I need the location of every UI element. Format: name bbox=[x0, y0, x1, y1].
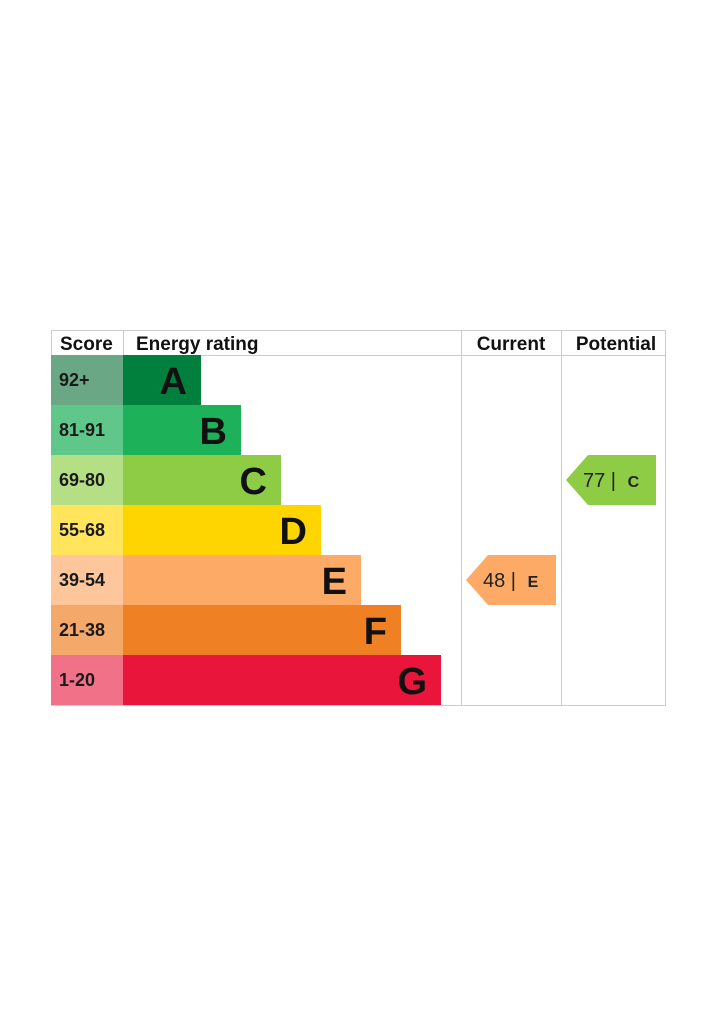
rating-letter: B bbox=[200, 411, 227, 453]
rating-bar bbox=[123, 405, 241, 455]
band-e: 39-54 E bbox=[51, 555, 361, 605]
score-column-header: Score bbox=[60, 334, 113, 355]
rating-bar bbox=[123, 455, 281, 505]
rating-bands: 92+ A 81-91 B 69-80 C 55-68 D 39-54 E 21-38 F 1-20 G bbox=[51, 355, 441, 705]
rating-bar bbox=[123, 655, 441, 705]
score-cell bbox=[51, 455, 123, 505]
score-label: 21-38 bbox=[59, 620, 105, 640]
potential-column-header: Potential bbox=[576, 334, 656, 355]
current-column-header: Current bbox=[477, 334, 546, 355]
rating-indicators: 48 | E 77 | C bbox=[466, 455, 656, 605]
current-rating-letter: E bbox=[528, 574, 539, 591]
score-cell bbox=[51, 655, 123, 705]
score-cell bbox=[51, 355, 123, 405]
potential-rating-letter: C bbox=[628, 474, 640, 491]
rating-letter: E bbox=[322, 561, 347, 603]
rating-bar bbox=[123, 555, 361, 605]
rating-letter: C bbox=[240, 461, 267, 503]
score-label: 92+ bbox=[59, 370, 90, 390]
score-label: 55-68 bbox=[59, 520, 105, 540]
score-cell bbox=[51, 505, 123, 555]
rating-letter: G bbox=[397, 661, 427, 703]
score-cell bbox=[51, 555, 123, 605]
band-d: 55-68 D bbox=[51, 505, 321, 555]
rating-letter: F bbox=[364, 611, 387, 653]
band-g: 1-20 G bbox=[51, 655, 441, 705]
rating-column-header: Energy rating bbox=[136, 334, 258, 355]
current-rating-arrow bbox=[466, 555, 556, 605]
band-b: 81-91 B bbox=[51, 405, 241, 455]
score-label: 69-80 bbox=[59, 470, 105, 490]
score-cell bbox=[51, 605, 123, 655]
score-label: 39-54 bbox=[59, 570, 105, 590]
current-rating: 48 | E bbox=[466, 555, 556, 605]
current-rating-value: 48 | bbox=[483, 570, 522, 592]
rating-letter: A bbox=[160, 361, 187, 403]
rating-bar bbox=[123, 355, 201, 405]
score-cell bbox=[51, 405, 123, 455]
rating-letter: D bbox=[280, 511, 307, 553]
band-a: 92+ A bbox=[51, 355, 201, 405]
score-label: 1-20 bbox=[59, 670, 95, 690]
current-rating-label: 48 | E bbox=[483, 570, 539, 592]
potential-rating-label: 77 | C bbox=[583, 470, 640, 492]
band-c: 69-80 C bbox=[51, 455, 281, 505]
potential-rating-arrow bbox=[566, 455, 656, 505]
band-f: 21-38 F bbox=[51, 605, 401, 655]
score-label: 81-91 bbox=[59, 420, 105, 440]
header-row: Score Energy rating Current Potential bbox=[60, 334, 656, 355]
potential-rating-value: 77 | bbox=[583, 470, 622, 492]
rating-bar bbox=[123, 505, 321, 555]
potential-rating: 77 | C bbox=[566, 455, 656, 505]
rating-bar bbox=[123, 605, 401, 655]
